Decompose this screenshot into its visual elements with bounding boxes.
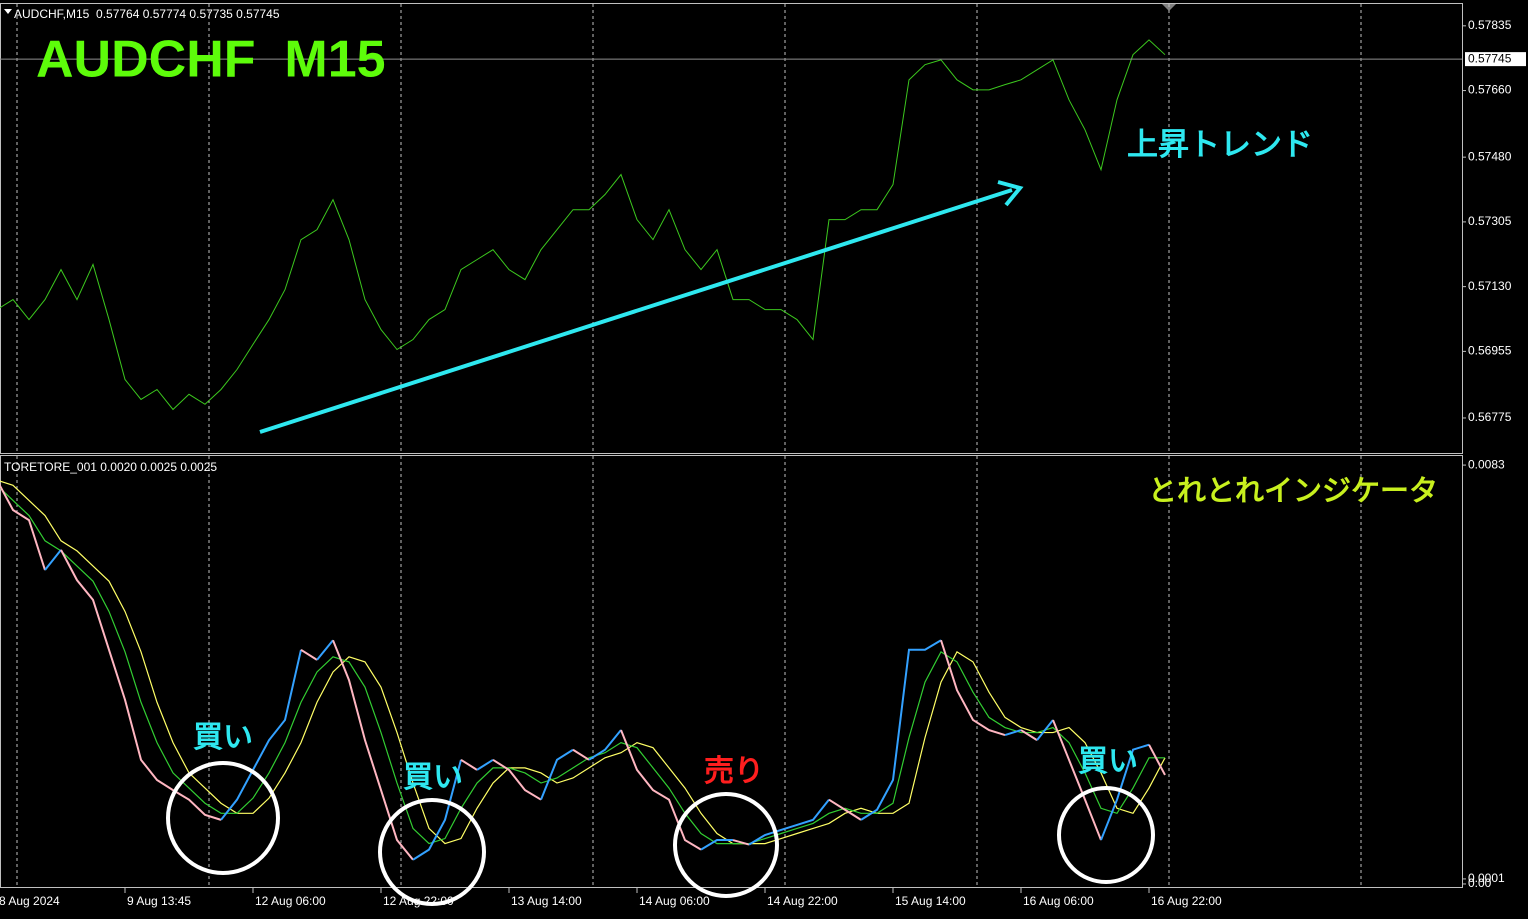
x-tick-label: 16 Aug 06:00 (1023, 894, 1094, 908)
last-price-label: 0.57745 (1468, 51, 1512, 65)
x-tick-label: 16 Aug 22:00 (1151, 894, 1222, 908)
y-tick-label: 0.57305 (1468, 214, 1512, 228)
indicator-line (1148, 744, 1166, 776)
annotation: 買い (193, 721, 253, 754)
indicator-header: TORETORE_001 0.0020 0.0025 0.0025 (4, 460, 217, 474)
overlay-layer: AUDCHF,M15 0.57764 0.57774 0.57735 0.577… (4, 7, 1526, 906)
annotation: とれとれインジケータ (1148, 475, 1438, 508)
last-price-box (1465, 52, 1526, 67)
indicator-line (300, 648, 318, 661)
indicator-line (748, 799, 830, 846)
y-tick-label: 0.57130 (1468, 279, 1512, 293)
trend-arrow-head (997, 180, 1024, 207)
y-tick-label: 0.0083 (1468, 457, 1505, 471)
annotation: 上昇トレンド (1127, 127, 1313, 162)
indicator-line (44, 549, 62, 571)
y-tick-label: 0.57835 (1468, 18, 1512, 32)
indicator-line (492, 758, 542, 801)
x-tick-label: 14 Aug 22:00 (767, 894, 838, 908)
x-tick-label: 9 Aug 13:45 (127, 894, 191, 908)
y-tick-label: 0.56775 (1468, 410, 1512, 424)
indicator-line (700, 839, 733, 851)
signal-circle (166, 761, 280, 875)
indicator-line (828, 798, 862, 821)
shift-marker (1162, 4, 1176, 11)
signal-circle (378, 798, 486, 906)
price-header: AUDCHF,M15 0.57764 0.57774 0.57735 0.577… (14, 7, 280, 21)
indicator-line (940, 639, 1006, 737)
annotation: 買い (403, 761, 463, 794)
indicator-line (60, 549, 222, 821)
annotation: 買い (1078, 745, 1138, 778)
indicator-line (220, 649, 302, 821)
indicator-line (1004, 729, 1022, 737)
signal-line (0, 487, 1165, 845)
menu-triangle (4, 9, 12, 14)
indicator-line (860, 639, 942, 821)
indicator-line (540, 748, 574, 801)
x-tick-label: 14 Aug 06:00 (639, 894, 710, 908)
x-tick-label: 13 Aug 14:00 (511, 894, 582, 908)
indicator-line (732, 839, 750, 846)
signal-circle (673, 792, 779, 898)
x-tick-label: 12 Aug 06:00 (255, 894, 326, 908)
indicator-line (588, 729, 622, 761)
price-panel-frame (0, 3, 1463, 454)
annotation: 売り (704, 755, 764, 788)
signal-line (0, 480, 1166, 845)
indicator-line (476, 758, 494, 771)
x-tick-label: 8 Aug 2024 (0, 894, 60, 908)
indicator-line (332, 639, 414, 861)
indicator-line (412, 759, 462, 861)
indicator-line (0, 483, 46, 571)
indicator-line (460, 758, 478, 771)
marks-layer (0, 39, 1462, 861)
indicator-line (620, 729, 702, 851)
indicator-line (1100, 743, 1150, 841)
y-tick-label: 0.00 (1468, 876, 1492, 890)
indicator-line (1036, 719, 1054, 741)
indicator-line (316, 639, 334, 661)
signal-circle (1057, 786, 1155, 884)
y-tick-label: 0.57660 (1468, 83, 1512, 97)
trend-arrow (259, 188, 1013, 434)
indicator-line (572, 748, 590, 761)
y-tick-label: 0.57480 (1468, 149, 1512, 163)
chart-title: AUDCHF M15 (36, 31, 386, 89)
indicator-line (1020, 729, 1038, 741)
y-tick-label: 0.0001 (1468, 871, 1505, 885)
x-tick-label: 15 Aug 14:00 (895, 894, 966, 908)
price-line (0, 39, 1166, 411)
y-tick-label: 0.56955 (1468, 344, 1512, 358)
indicator-line (1052, 719, 1102, 841)
indicator-panel-frame (0, 455, 1463, 888)
